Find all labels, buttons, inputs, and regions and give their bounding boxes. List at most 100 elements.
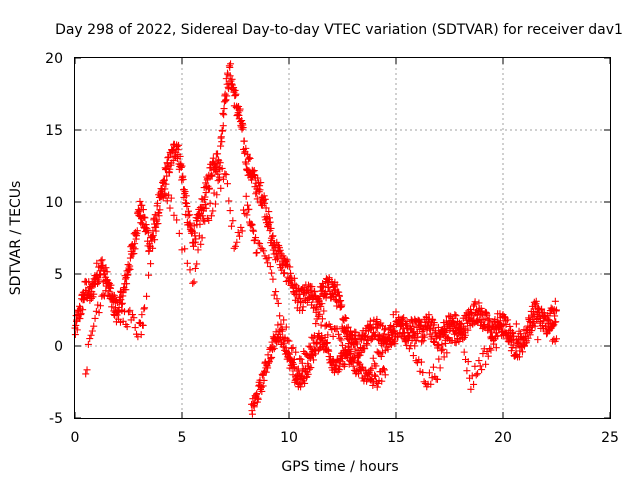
data-point [154,199,162,207]
data-point [226,207,234,215]
data-point [214,177,222,185]
data-point [282,323,290,331]
data-point [209,154,217,162]
data-point [415,317,423,325]
data-point [87,284,95,292]
data-point [381,347,389,355]
y-tick-label: 5 [54,267,63,283]
data-point [209,207,217,215]
x-tick-label: 20 [494,430,512,446]
data-point [143,292,151,300]
data-point [361,345,369,353]
data-point [265,358,273,366]
data-point [219,122,227,130]
data-point [219,109,227,117]
data-point [197,240,205,248]
data-point [123,323,131,331]
data-point [290,274,298,282]
data-point [336,334,344,342]
data-point [506,322,514,330]
data-point [149,244,157,252]
y-tick-label: 0 [54,339,63,355]
data-point [186,266,194,274]
data-point [149,232,157,240]
data-point [265,254,273,262]
data-point [286,263,294,271]
data-point [464,358,472,366]
y-tick-label: 20 [45,51,63,67]
data-point [470,302,478,310]
data-point [261,199,269,207]
data-point [418,338,426,346]
data-point [298,306,306,314]
data-point [483,311,491,319]
data-point [169,157,177,165]
data-point [495,321,503,329]
data-point [71,331,79,339]
data-point [139,206,147,214]
data-point [140,305,148,313]
data-point [341,314,349,322]
data-point [349,362,357,370]
data-point [375,349,383,357]
data-point [192,235,200,243]
data-point [283,256,291,264]
data-point [179,176,187,184]
y-tick-label: 15 [45,123,63,139]
data-point [333,325,341,333]
data-point [304,370,312,378]
data-point [147,260,155,268]
data-point [309,304,317,312]
data-point [108,293,116,301]
data-point [247,222,255,230]
data-point [526,328,534,336]
data-point [553,306,560,314]
data-point [264,259,272,267]
data-point [313,339,321,347]
data-point [126,265,134,273]
data-point [202,189,210,197]
data-point [377,352,385,360]
data-point [122,286,130,294]
data-point [391,327,399,335]
data-point [318,315,326,323]
data-point [498,332,506,340]
data-point [553,335,560,343]
data-point [232,242,239,250]
data-point [238,227,246,235]
data-point [124,271,132,279]
data-point [222,171,230,179]
data-point [462,331,470,339]
data-point [88,327,96,335]
data-point [111,297,119,305]
data-point [381,324,389,332]
data-point [206,199,214,207]
data-point [145,271,153,279]
data-point [395,316,403,324]
data-point [218,164,226,172]
data-point [399,329,407,337]
data-point [538,305,546,313]
data-point [393,319,401,327]
data-point [336,297,344,305]
data-point [155,212,163,220]
data-point [102,264,110,272]
data-point [445,313,453,321]
data-point [334,330,342,338]
data-point [470,380,478,388]
data-point [254,395,262,403]
data-point [177,163,185,171]
data-point [77,310,85,318]
data-point [144,229,152,237]
data-point [138,311,146,319]
data-point [518,348,526,356]
data-point [234,228,242,236]
data-point [131,245,139,253]
data-point [531,322,539,330]
data-point [141,304,149,312]
data-point [91,314,99,322]
data-point [269,232,277,240]
data-point [539,312,547,320]
data-point [265,208,273,216]
